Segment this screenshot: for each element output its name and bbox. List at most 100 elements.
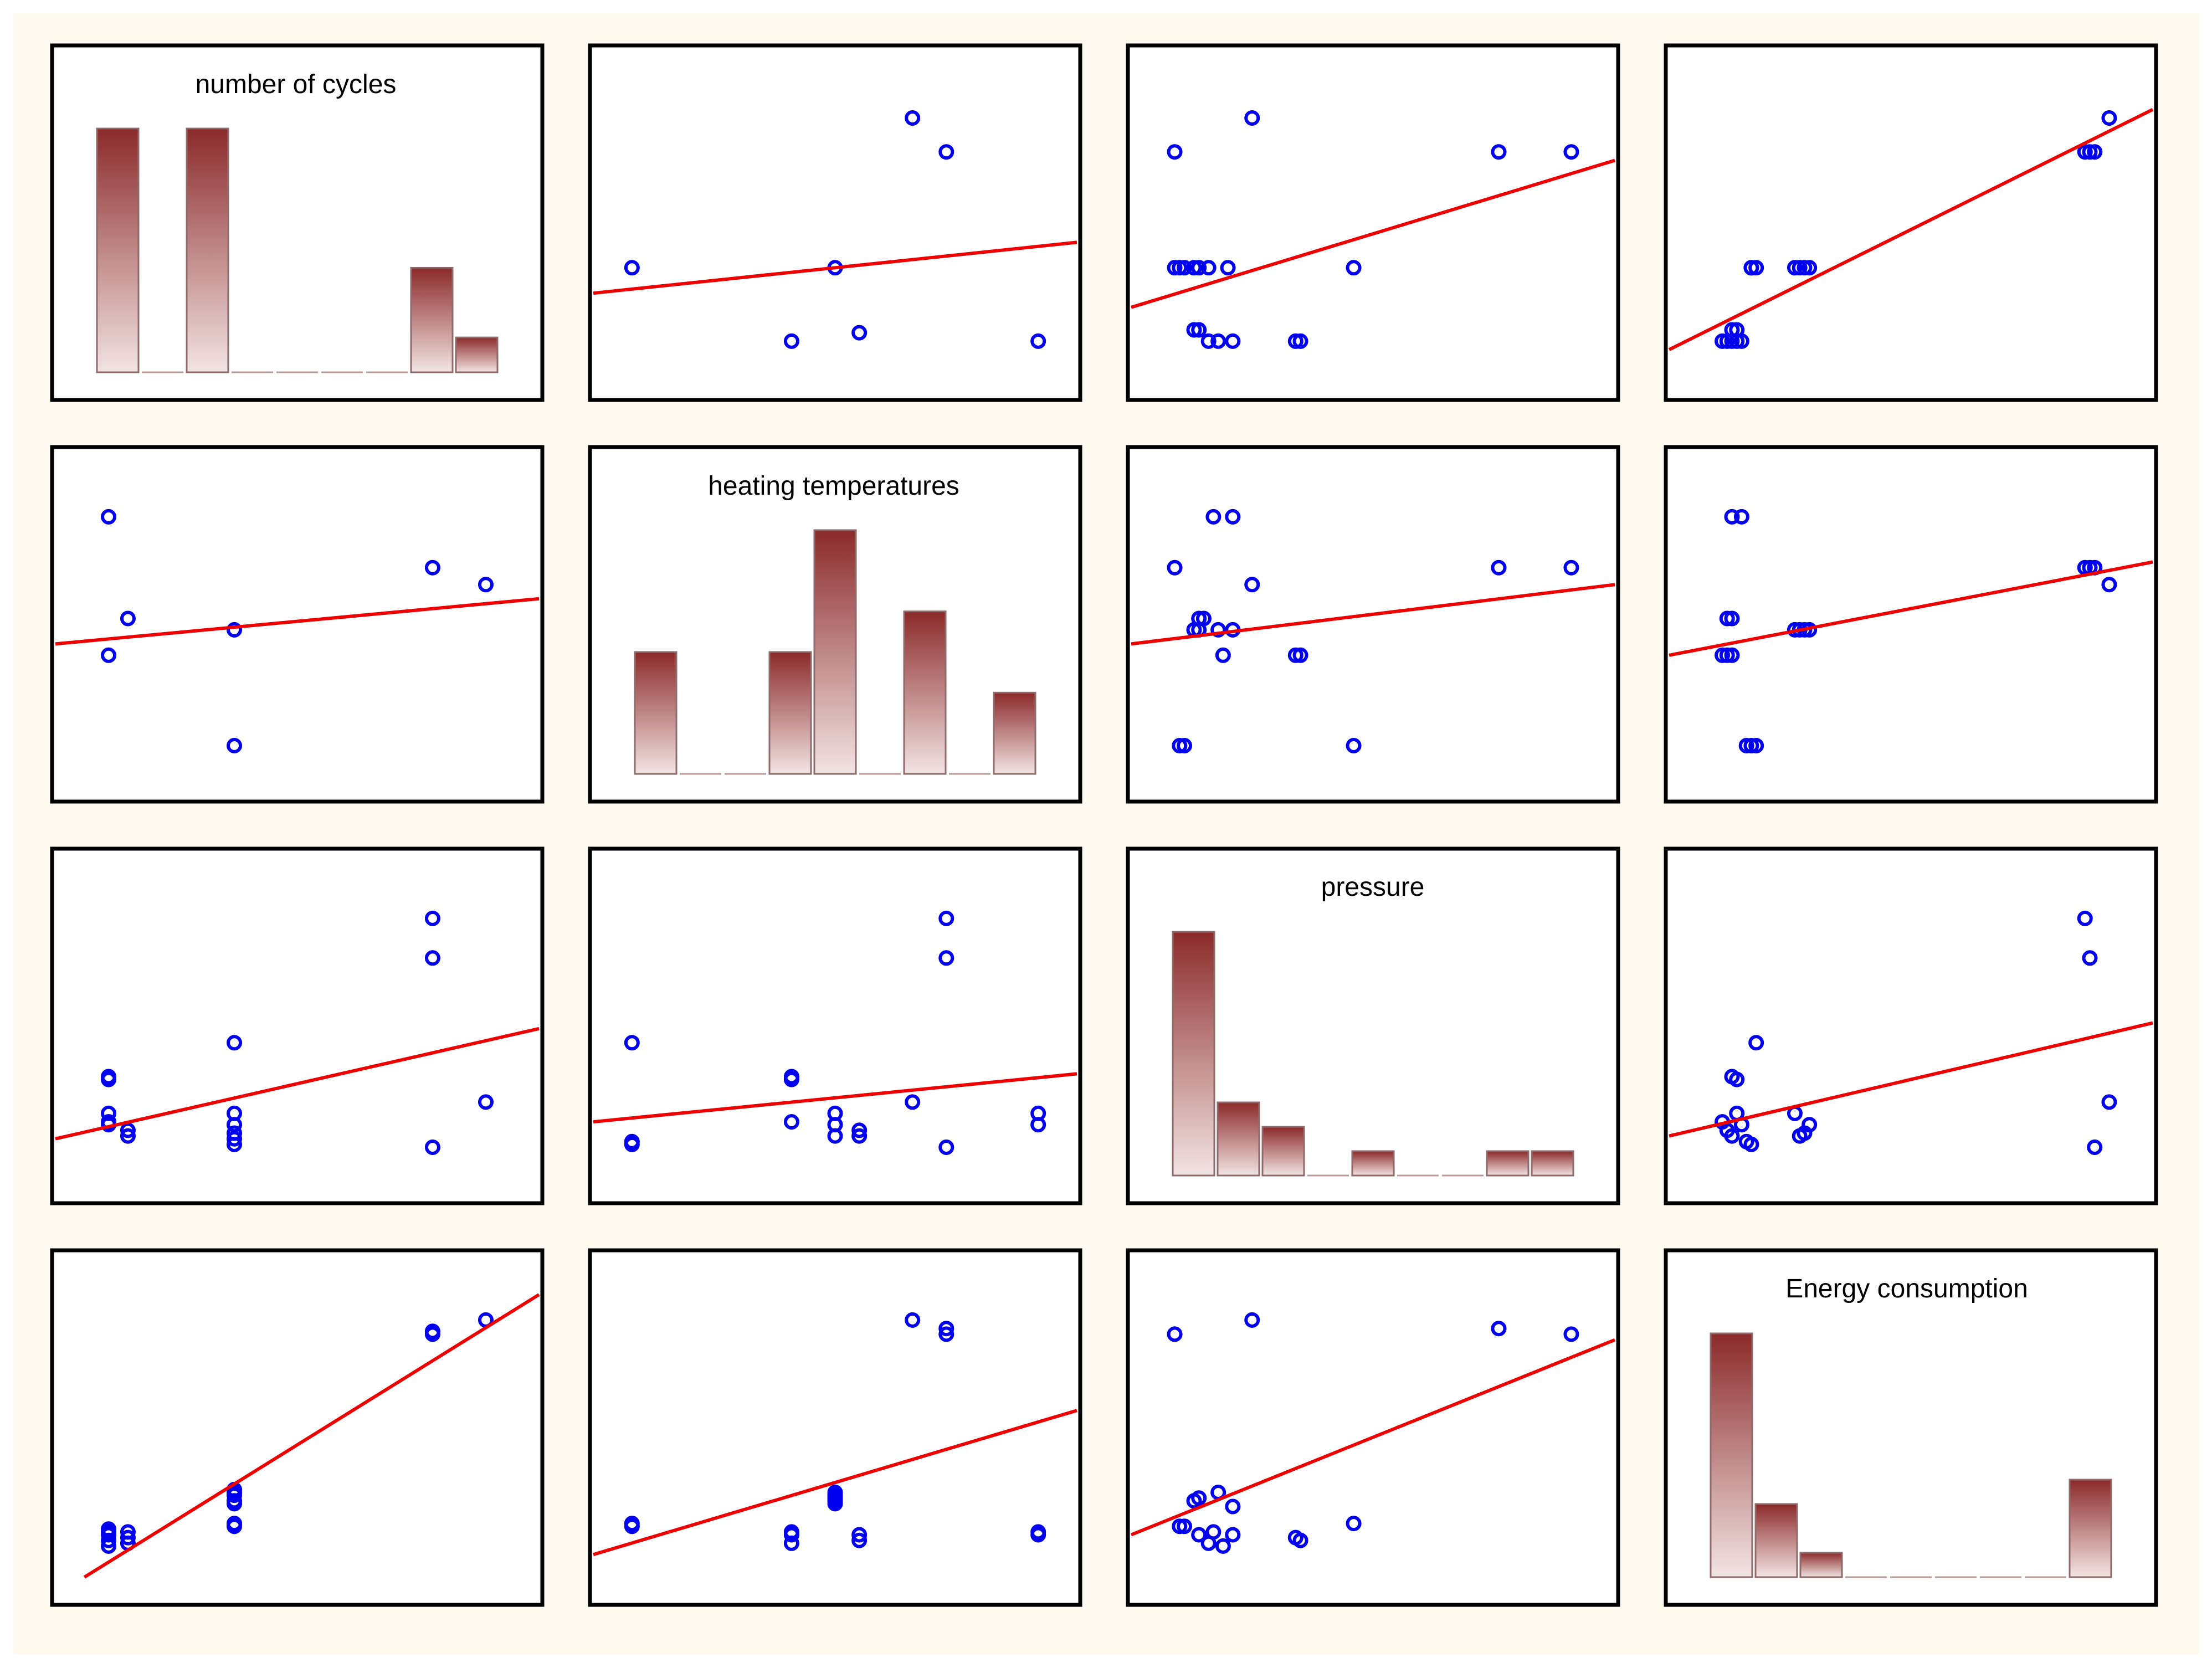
histogram-bar bbox=[1217, 1101, 1260, 1177]
histogram-bar bbox=[410, 266, 454, 373]
histogram-bar bbox=[1486, 1150, 1530, 1177]
data-point bbox=[227, 622, 243, 638]
data-point bbox=[1287, 333, 1303, 349]
data-point bbox=[120, 1128, 136, 1144]
data-point bbox=[2082, 144, 2098, 160]
scatter-panel bbox=[1669, 509, 2153, 753]
data-point bbox=[227, 1131, 243, 1147]
fit-line bbox=[55, 1027, 540, 1141]
data-point bbox=[1715, 333, 1731, 349]
data-point bbox=[938, 950, 954, 966]
histogram-bar bbox=[2069, 1479, 2112, 1578]
data-point bbox=[783, 333, 799, 349]
data-point bbox=[938, 1321, 954, 1337]
data-point bbox=[1186, 322, 1202, 338]
data-point bbox=[1738, 738, 1754, 753]
data-point bbox=[905, 110, 921, 126]
data-point bbox=[227, 1516, 243, 1532]
data-point bbox=[851, 1527, 868, 1543]
data-point bbox=[1167, 144, 1183, 160]
data-point bbox=[1030, 1524, 1046, 1540]
data-point bbox=[1191, 1527, 1207, 1543]
scatter-panel bbox=[55, 509, 540, 753]
data-point bbox=[101, 1071, 117, 1087]
data-point bbox=[851, 325, 868, 341]
data-point bbox=[1244, 577, 1260, 593]
data-point bbox=[1225, 1527, 1241, 1543]
data-point bbox=[624, 1035, 640, 1051]
histogram-bar bbox=[96, 127, 140, 373]
data-point bbox=[1733, 509, 1749, 525]
data-point bbox=[1715, 647, 1731, 663]
data-point bbox=[1177, 1518, 1193, 1534]
fit-line bbox=[1131, 583, 1615, 646]
data-point bbox=[1292, 1532, 1308, 1548]
data-point bbox=[424, 1323, 440, 1339]
data-point bbox=[624, 260, 640, 276]
data-point bbox=[478, 577, 494, 593]
panel-frame bbox=[588, 846, 1082, 1205]
data-point bbox=[1346, 738, 1362, 753]
fit-line bbox=[593, 1409, 1077, 1557]
data-point bbox=[1491, 144, 1507, 160]
data-point bbox=[101, 1521, 117, 1537]
data-point bbox=[1030, 333, 1046, 349]
data-point bbox=[1210, 622, 1226, 638]
data-point bbox=[120, 1122, 136, 1138]
data-point bbox=[101, 647, 117, 663]
data-point bbox=[478, 1094, 494, 1110]
panel-frame bbox=[1126, 445, 1620, 804]
data-point bbox=[938, 144, 954, 160]
data-point bbox=[1225, 509, 1241, 525]
data-point bbox=[783, 1071, 799, 1087]
data-point bbox=[2101, 110, 2117, 126]
data-point bbox=[1729, 322, 1745, 338]
data-point bbox=[1177, 738, 1193, 753]
data-point bbox=[1719, 610, 1735, 627]
data-point bbox=[1346, 260, 1362, 276]
data-point bbox=[1743, 260, 1759, 276]
data-point bbox=[1802, 260, 1818, 276]
fit-line bbox=[593, 1072, 1077, 1124]
fit-line bbox=[83, 1293, 540, 1579]
histogram-bar bbox=[634, 651, 678, 775]
data-point bbox=[1205, 1524, 1222, 1540]
data-point bbox=[1729, 1071, 1745, 1087]
data-point bbox=[120, 610, 136, 627]
panel-frame bbox=[50, 846, 545, 1205]
data-point bbox=[1200, 260, 1217, 276]
histogram-bar bbox=[1351, 1150, 1395, 1177]
data-point bbox=[1563, 144, 1579, 160]
data-point bbox=[227, 1117, 243, 1133]
fit-line bbox=[1131, 158, 1615, 309]
histogram-bar bbox=[993, 691, 1036, 775]
data-point bbox=[1244, 110, 1260, 126]
panel-title-pressure: pressure bbox=[1321, 873, 1425, 902]
histogram-bar bbox=[455, 336, 499, 373]
data-point bbox=[1743, 1136, 1759, 1152]
data-point bbox=[1244, 1312, 1260, 1328]
data-point bbox=[2077, 910, 2093, 926]
data-point bbox=[1797, 260, 1813, 276]
panel-frame bbox=[1126, 43, 1620, 402]
histogram-bar bbox=[1754, 1503, 1798, 1578]
scatter-panel bbox=[593, 110, 1077, 349]
scatter-panel bbox=[1131, 110, 1615, 349]
data-point bbox=[1177, 260, 1193, 276]
data-point bbox=[1220, 260, 1236, 276]
data-point bbox=[783, 1524, 799, 1540]
data-point bbox=[783, 1114, 799, 1130]
data-point bbox=[1200, 333, 1217, 349]
data-point bbox=[827, 1485, 843, 1500]
histogram-bar bbox=[813, 529, 857, 775]
data-point bbox=[120, 1524, 136, 1540]
data-point bbox=[1186, 260, 1202, 276]
data-point bbox=[1748, 260, 1764, 276]
data-point bbox=[905, 1312, 921, 1328]
data-point bbox=[2087, 1140, 2103, 1155]
data-point bbox=[1787, 260, 1803, 276]
data-point bbox=[1172, 1518, 1188, 1534]
data-point bbox=[1215, 1538, 1231, 1554]
data-point bbox=[1724, 1128, 1740, 1144]
data-point bbox=[1292, 333, 1308, 349]
